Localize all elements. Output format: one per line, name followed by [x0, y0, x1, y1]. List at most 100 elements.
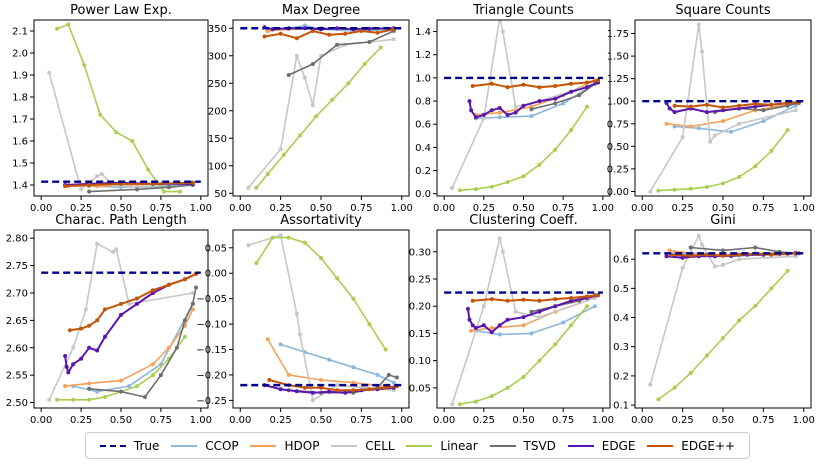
- data-point: [648, 382, 653, 387]
- data-point: [585, 85, 589, 90]
- data-point: [561, 320, 566, 325]
- data-point: [130, 139, 135, 143]
- x-tick-label: 1.00: [793, 415, 815, 426]
- legend-label: TSVD: [523, 438, 556, 453]
- x-tick-label: 1.00: [592, 415, 614, 426]
- series-line: [649, 235, 796, 385]
- y-tick-label: 0.50: [607, 142, 629, 153]
- data-point: [87, 397, 92, 402]
- data-point: [114, 130, 119, 135]
- data-point: [761, 108, 766, 113]
- data-point: [67, 328, 72, 333]
- data-point: [99, 172, 104, 176]
- data-point: [521, 174, 526, 179]
- series-tsvd: [87, 285, 198, 399]
- data-point: [135, 301, 139, 306]
- y-tick-label: 0.10: [409, 356, 431, 367]
- x-tick-label: 0.00: [30, 203, 52, 214]
- data-point: [166, 185, 171, 190]
- data-point: [114, 247, 119, 252]
- data-point: [182, 277, 187, 282]
- legend-label: EDGE++: [681, 438, 736, 453]
- data-point: [150, 291, 155, 295]
- plot-area: [444, 236, 603, 407]
- data-point: [537, 85, 542, 90]
- data-point: [166, 345, 171, 350]
- data-point: [278, 233, 283, 238]
- panel-title: Clustering Coeff.: [469, 213, 578, 228]
- x-tick-label: 0.00: [229, 415, 251, 426]
- data-point: [95, 318, 100, 323]
- data-point: [721, 263, 725, 267]
- data-point: [265, 337, 270, 342]
- data-point: [335, 383, 340, 388]
- data-point: [278, 31, 283, 36]
- data-point: [704, 353, 709, 358]
- data-point: [700, 49, 704, 54]
- data-point: [359, 29, 364, 33]
- data-point: [182, 334, 187, 339]
- data-point: [162, 189, 167, 194]
- data-point: [127, 384, 131, 389]
- data-point: [753, 101, 758, 106]
- panel-2: Max Degree 0.00 0.25 0.50 0.75 1.00 50 100 150 20…: [208, 3, 413, 214]
- x-tick-label: 0.00: [433, 415, 455, 426]
- data-point: [254, 185, 259, 190]
- data-point: [648, 189, 653, 194]
- data-point: [87, 386, 92, 391]
- y-tick-label: −0.05: [196, 294, 227, 305]
- legend-item-linear: Linear: [406, 439, 478, 453]
- data-point: [505, 112, 510, 117]
- legend-swatch: [406, 444, 433, 447]
- data-point: [47, 397, 52, 402]
- legend-item-tsvd: TSVD: [489, 438, 556, 453]
- data-point: [135, 296, 139, 301]
- data-point: [150, 288, 155, 293]
- data-point: [470, 84, 475, 88]
- legend-swatch: [250, 444, 277, 447]
- y-tick-label: −0.20: [196, 370, 227, 381]
- data-point: [190, 301, 195, 306]
- data-point: [721, 108, 725, 113]
- data-point: [500, 249, 505, 254]
- data-point: [142, 395, 147, 399]
- x-tick-label: 1.00: [391, 203, 413, 214]
- data-point: [87, 381, 92, 386]
- data-point: [473, 326, 478, 330]
- series-linear: [656, 128, 790, 193]
- data-point: [696, 22, 701, 27]
- data-point: [63, 384, 68, 389]
- data-point: [286, 372, 291, 377]
- panel-3: Triangle Counts 0.00 0.25 0.50 0.75 1.00 0.0 0.…: [415, 3, 614, 214]
- series-linear: [254, 235, 388, 352]
- data-point: [592, 304, 597, 309]
- data-point: [688, 186, 693, 191]
- data-point: [513, 309, 518, 314]
- data-point: [375, 372, 380, 377]
- y-tick-label: 0.75: [607, 119, 629, 130]
- data-point: [465, 306, 470, 311]
- x-tick-label: 0.75: [752, 203, 774, 214]
- y-tick-label: 0.0: [415, 189, 431, 200]
- data-point: [729, 129, 734, 134]
- data-point: [569, 81, 574, 86]
- data-point: [656, 397, 661, 402]
- data-point: [469, 108, 474, 113]
- data-point: [489, 326, 494, 330]
- data-point: [178, 189, 183, 194]
- y-tick-label: 0.5: [613, 284, 629, 295]
- data-point: [103, 334, 107, 339]
- y-tick-label: 200: [208, 106, 227, 117]
- data-point: [294, 389, 299, 394]
- x-tick-label: 0.75: [350, 415, 372, 426]
- data-point: [55, 26, 60, 31]
- data-point: [667, 248, 672, 253]
- data-point: [302, 75, 307, 80]
- data-point: [700, 242, 704, 247]
- data-point: [489, 394, 494, 398]
- data-point: [310, 398, 315, 403]
- data-point: [87, 189, 92, 194]
- x-tick-label: 0.00: [631, 203, 653, 214]
- data-point: [793, 254, 798, 259]
